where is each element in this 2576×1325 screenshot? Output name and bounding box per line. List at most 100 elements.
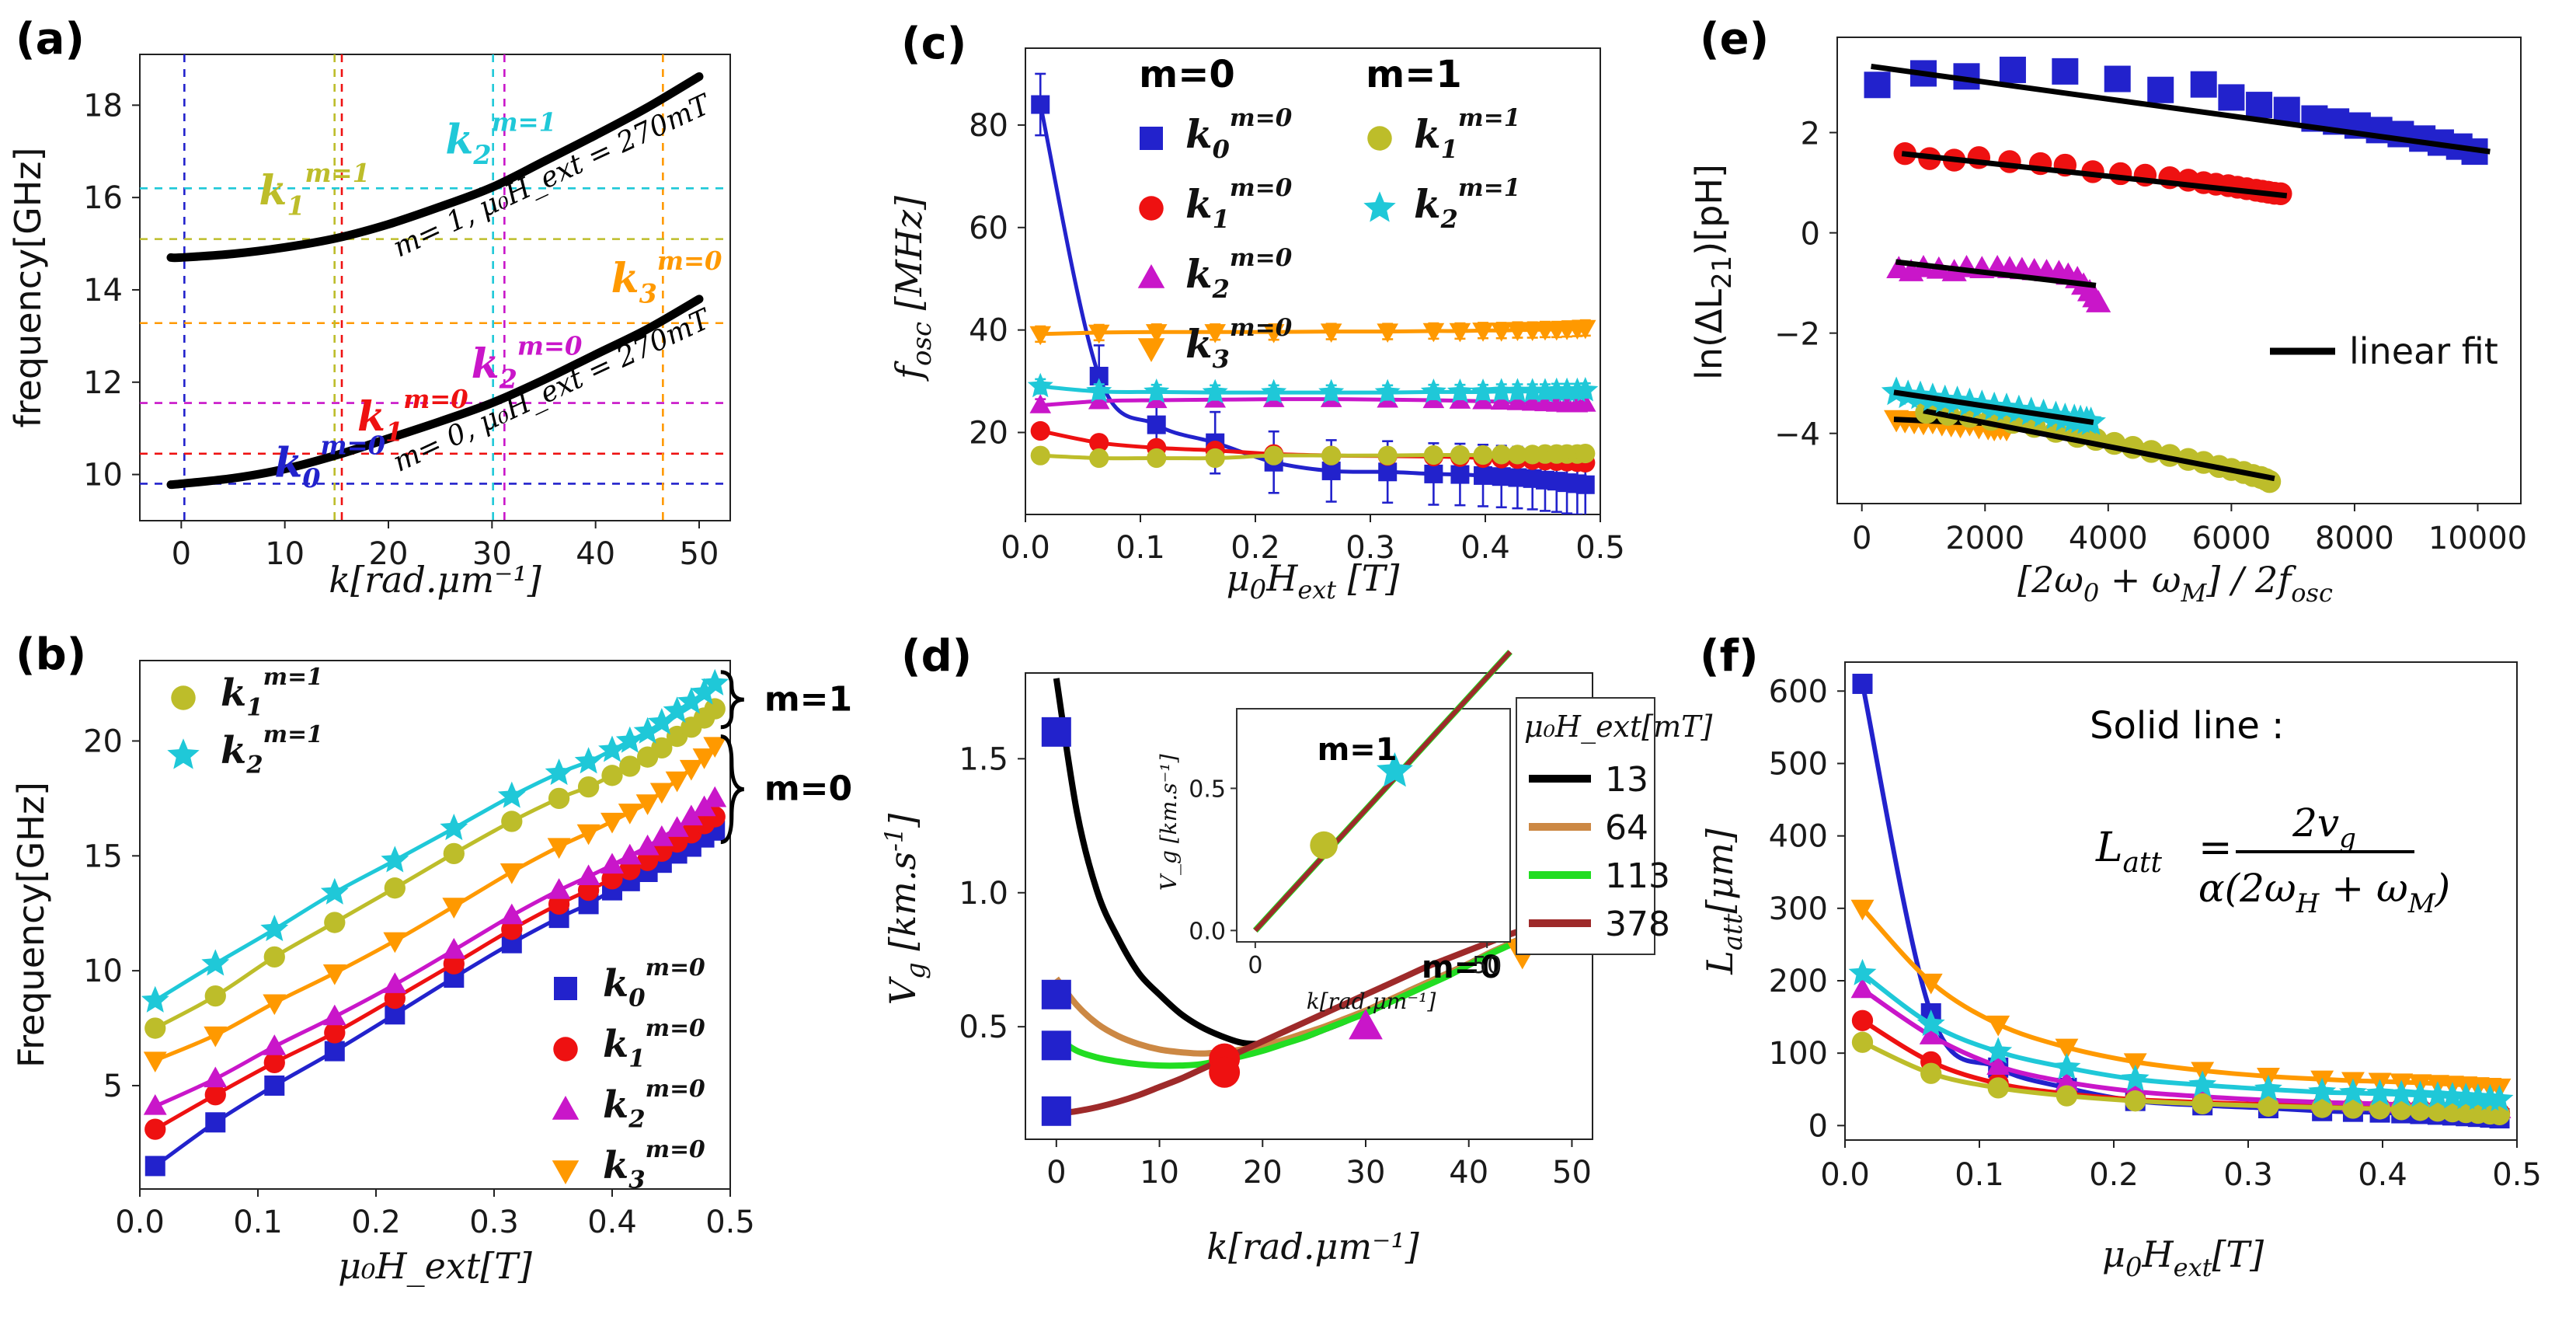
marker-star	[1144, 378, 1170, 403]
y-tick-label: 14	[83, 273, 123, 309]
panel-a-xlabel: k[rad.μm⁻¹]	[329, 559, 541, 601]
marker-star	[2254, 1074, 2282, 1102]
marker-triangle-down	[1449, 323, 1471, 343]
x-tick-label: 0	[172, 536, 191, 572]
x-tick-label: 0.3	[1345, 530, 1395, 566]
marker-circle	[2191, 1093, 2213, 1115]
marker-circle	[619, 755, 641, 777]
panel-b-xlabel: μ₀H_ext[T]	[338, 1245, 532, 1287]
inset-x-tick-label: 50	[1472, 952, 1502, 979]
marker-triangle-down	[322, 964, 346, 985]
x-tick-label: 0.4	[2358, 1157, 2407, 1193]
marker-square	[1140, 127, 1163, 150]
inset-xlabel: k[rad.μm⁻¹]	[1307, 989, 1436, 1014]
x-tick-label: 0.3	[2223, 1157, 2273, 1193]
marker-star	[1572, 377, 1599, 402]
marker-circle	[1030, 420, 1050, 441]
marker-circle	[1321, 445, 1342, 465]
marker-triangle-down	[1145, 324, 1168, 343]
marker-triangle-up	[618, 843, 642, 865]
marker-star	[701, 668, 729, 696]
marker-star	[1504, 378, 1530, 403]
legend-value-13: 13	[1605, 760, 1648, 800]
y-tick-label: 60	[969, 211, 1008, 246]
y-tick-label: 12	[83, 365, 123, 401]
y-tick-label: 5	[103, 1069, 123, 1104]
marker-circle	[324, 912, 346, 933]
panel-b-label: (b)	[16, 629, 87, 680]
marker-circle	[2125, 1090, 2146, 1112]
marker-triangle-up	[322, 1004, 346, 1026]
axes-frame	[1025, 47, 1601, 515]
points-k2_m1	[141, 668, 729, 1013]
x-tick-label: 20	[369, 536, 409, 572]
fit-k1_m0	[1901, 151, 2288, 199]
legend-marker-k3_m0	[1137, 338, 1165, 362]
marker-circle	[1575, 443, 1596, 464]
points-k3_m0	[1029, 319, 1596, 346]
marker-square	[1147, 415, 1166, 434]
marker-circle	[1030, 445, 1050, 465]
points-k2_m0	[143, 786, 727, 1115]
marker-triangle-up	[679, 804, 703, 826]
x-tick-label: 0.0	[1820, 1157, 1870, 1193]
marker-star	[1446, 378, 1473, 403]
marker-star	[1420, 378, 1446, 403]
x-tick-label: 50	[1552, 1155, 1592, 1191]
x-tick-label: 10000	[2428, 521, 2527, 556]
brace-label-m0: m=0	[764, 769, 852, 809]
marker-star	[1377, 751, 1413, 787]
marker-square	[1852, 673, 1873, 694]
fit-k1_m1	[1923, 408, 2275, 482]
marker-square	[1999, 56, 2026, 83]
solid-line-note: Solid line :	[2090, 704, 2284, 748]
marker-triangle-up	[263, 1034, 287, 1055]
marker-star	[1916, 1009, 1945, 1037]
points-k1_m1	[144, 698, 726, 1039]
marker-triangle-down	[679, 759, 703, 781]
marker-triangle-down	[1919, 973, 1943, 995]
marker-circle	[1377, 445, 1398, 465]
marker-triangle-down	[1506, 322, 1529, 342]
fit-k2_m0	[1895, 259, 2097, 288]
marker-circle	[548, 787, 570, 810]
marker-circle	[553, 1037, 578, 1062]
panel-f-plot: 0.0 0.1 0.2 0.3 0.4 0.5 0 100 200 300 400 500 600 S…	[1699, 661, 2542, 1283]
fit-k0_m0	[1871, 63, 2491, 155]
marker-triangle-down	[1377, 323, 1398, 343]
marker-circle	[263, 1051, 285, 1074]
x-tick-label: 30	[472, 536, 512, 572]
x-tick-label: 0.4	[1460, 530, 1510, 566]
points-k0_m0	[1864, 56, 2488, 166]
legend-linear-fit: linear fit	[2270, 330, 2498, 372]
x-tick-label: 0.3	[469, 1205, 519, 1240]
marker-square	[2190, 71, 2217, 98]
marker-square	[2218, 84, 2245, 111]
marker-star	[1261, 378, 1287, 404]
inset-m1: m=1 0 50 0.0 0.5 k[rad.μm⁻¹] V_g [km.s⁻¹]	[1156, 650, 1513, 1014]
marker-circle	[263, 946, 285, 968]
brace-labels: m=1 m=0	[720, 670, 852, 845]
marker-circle	[1492, 445, 1512, 465]
marker-star	[1027, 372, 1053, 398]
marker-square	[2052, 58, 2079, 85]
equation-equals: =	[2198, 825, 2233, 871]
marker-circle	[1205, 448, 1225, 469]
marker-star	[598, 735, 626, 762]
marker-triangle-up	[1919, 1023, 1943, 1044]
y-tick-label: 400	[1769, 819, 1828, 855]
panel-d-xlabel: k[rad.μm⁻¹]	[1206, 1226, 1419, 1267]
y-tick-label: 20	[83, 724, 123, 759]
marker-triangle-down	[665, 771, 689, 793]
curve-113 mT	[1054, 918, 1573, 1069]
guide-lines	[140, 54, 730, 521]
x-tick-label: 10	[1140, 1155, 1179, 1191]
marker-triangle-up	[576, 864, 600, 885]
panel-a-ylabel: frequency[GHz]	[7, 148, 49, 428]
marker-triangle-down	[2123, 1053, 2147, 1074]
marker-circle	[171, 685, 196, 710]
y-tick-label: −2	[1774, 317, 1820, 353]
marker-triangle-up	[1506, 391, 1529, 410]
marker-triangle-down	[600, 812, 624, 834]
panel-a: (a) 0 10 20 30 40 50 10 12 14 16 18 k0m=0 k1m=0 k2m…	[0, 0, 878, 614]
